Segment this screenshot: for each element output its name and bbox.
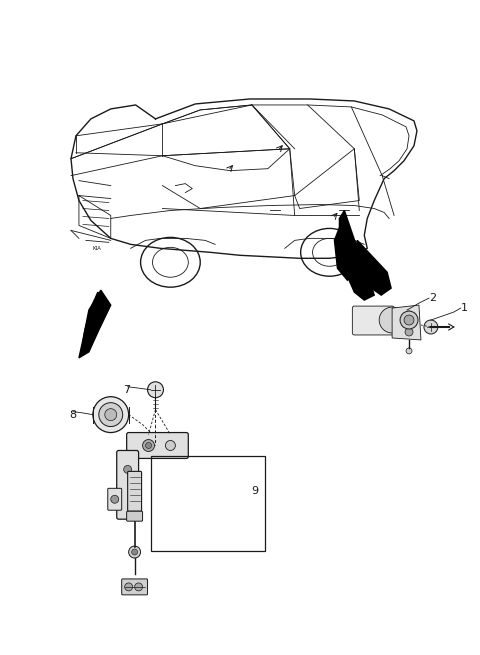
Circle shape [143,440,155,451]
Circle shape [93,397,129,432]
FancyBboxPatch shape [122,579,147,595]
Polygon shape [79,290,111,358]
Circle shape [405,328,413,336]
Polygon shape [392,305,421,340]
FancyBboxPatch shape [128,472,142,511]
Circle shape [134,583,143,591]
Polygon shape [354,240,391,295]
Circle shape [111,495,119,503]
Circle shape [125,583,132,591]
Circle shape [99,403,123,426]
Circle shape [147,382,164,398]
Polygon shape [348,258,374,300]
Text: 1: 1 [461,303,468,313]
Bar [151,457,265,551]
Polygon shape [81,292,108,355]
Text: KIA: KIA [92,246,101,252]
FancyBboxPatch shape [108,489,122,510]
Circle shape [424,320,438,334]
Text: 9: 9 [252,486,258,496]
Polygon shape [335,223,355,280]
Circle shape [406,348,412,354]
Circle shape [132,549,138,555]
FancyBboxPatch shape [127,511,143,521]
Polygon shape [339,210,371,285]
Circle shape [166,441,175,451]
FancyBboxPatch shape [127,432,188,458]
Text: 2: 2 [429,293,436,303]
Circle shape [400,311,418,329]
Circle shape [379,307,405,333]
Circle shape [404,315,414,325]
Text: 8: 8 [70,409,76,420]
Circle shape [405,311,413,319]
Circle shape [124,466,132,474]
Circle shape [105,409,117,421]
Text: 7: 7 [123,384,130,395]
FancyBboxPatch shape [352,306,394,335]
FancyBboxPatch shape [117,451,139,519]
Circle shape [145,443,152,449]
Circle shape [129,546,141,558]
